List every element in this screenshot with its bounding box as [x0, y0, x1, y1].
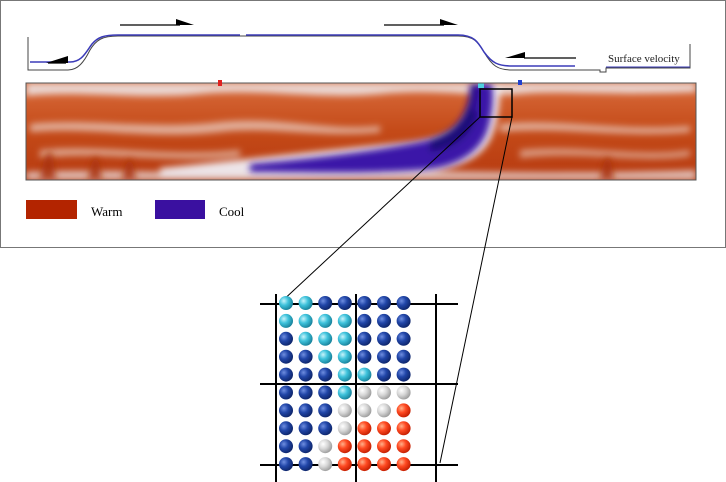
blue-particle	[377, 313, 391, 328]
red-particle	[396, 439, 411, 454]
red-particle	[357, 439, 372, 454]
blue-particle	[279, 349, 293, 364]
legend: Warm Cool	[26, 200, 245, 219]
temperature-field-frame	[25, 82, 697, 181]
blue-particle	[279, 403, 293, 418]
blue-particle	[396, 296, 411, 310]
blue-particle	[396, 331, 411, 346]
grey-particle	[337, 403, 352, 418]
grid-lines	[260, 294, 458, 482]
cyan-particle	[337, 313, 352, 328]
red-particle	[357, 421, 372, 436]
surface-velocity-label: Surface velocity	[608, 53, 680, 65]
zoom-line-right	[439, 116, 513, 464]
grey-particle	[318, 457, 333, 472]
blue-particle	[298, 367, 313, 382]
cyan-particle	[357, 367, 372, 382]
grey-particle	[377, 403, 391, 418]
grey-particle	[396, 385, 411, 400]
velocity-arrow-right-upper	[120, 19, 194, 26]
blue-particle	[279, 421, 293, 436]
cyan-particle	[279, 313, 293, 328]
blue-particle	[298, 403, 313, 418]
red-particle	[396, 457, 411, 472]
velocity-arrow-left-lower	[46, 56, 68, 64]
warm-surface-marker	[218, 80, 222, 86]
grey-particle	[357, 385, 372, 400]
blue-particle	[298, 385, 313, 400]
blue-particle	[318, 367, 333, 382]
blue-particle	[279, 367, 293, 382]
cyan-particle	[298, 331, 313, 346]
blue-particle	[377, 367, 391, 382]
red-particle	[357, 457, 372, 472]
grey-particle	[318, 439, 333, 454]
zoom-particle-panel	[260, 294, 458, 482]
blue-particle	[318, 385, 333, 400]
velocity-line-right	[246, 34, 575, 67]
warm-label: Warm	[91, 204, 122, 219]
velocity-arrow-right-upper-2	[384, 19, 458, 26]
blue-particle	[298, 439, 313, 454]
velocity-arrow-left-lower-2	[505, 52, 576, 59]
cyan-particle	[337, 385, 352, 400]
blue-particle	[396, 349, 411, 364]
blue-particle	[279, 385, 293, 400]
blue-particle	[279, 439, 293, 454]
blue-particle	[298, 349, 313, 364]
grey-particle	[357, 403, 372, 418]
blue-particle	[279, 331, 293, 346]
zoom-region-box	[479, 88, 513, 118]
zoom-line-left	[278, 116, 481, 305]
cool-surface-marker	[518, 80, 522, 85]
blue-particle	[357, 331, 372, 346]
cyan-particle	[298, 313, 313, 328]
warm-swatch	[26, 200, 77, 219]
cyan-particle	[298, 296, 313, 310]
cyan-particle	[337, 331, 352, 346]
grey-particle	[377, 385, 391, 400]
red-particle	[396, 421, 411, 436]
blue-particle	[337, 296, 352, 310]
cyan-particle	[318, 331, 333, 346]
cyan-particle	[279, 296, 293, 310]
cyan-particle	[318, 313, 333, 328]
blue-particle	[279, 457, 293, 472]
blue-particle	[357, 296, 372, 310]
cyan-particle	[337, 367, 352, 382]
blue-particle	[357, 313, 372, 328]
surface-velocity-panel: Surface velocity	[27, 19, 691, 73]
cyan-particle	[318, 349, 333, 364]
red-particle	[396, 403, 411, 418]
particles	[279, 296, 411, 472]
red-particle	[337, 439, 352, 454]
velocity-line-left	[30, 34, 240, 63]
red-particle	[337, 457, 352, 472]
red-particle	[377, 439, 391, 454]
cool-label: Cool	[219, 204, 245, 219]
blue-particle	[298, 421, 313, 436]
blue-particle	[298, 457, 313, 472]
red-particle	[377, 457, 391, 472]
cyan-particle	[337, 349, 352, 364]
blue-particle	[357, 349, 372, 364]
blue-particle	[318, 296, 333, 310]
blue-particle	[377, 296, 391, 310]
blue-particle	[377, 331, 391, 346]
blue-particle	[396, 367, 411, 382]
cool-swatch	[155, 200, 205, 219]
velocity-axes	[27, 35, 691, 73]
red-particle	[377, 421, 391, 436]
blue-particle	[377, 349, 391, 364]
blue-particle	[318, 421, 333, 436]
blue-particle	[318, 403, 333, 418]
grey-particle	[337, 421, 352, 436]
temperature-field	[25, 80, 697, 181]
blue-particle	[396, 313, 411, 328]
